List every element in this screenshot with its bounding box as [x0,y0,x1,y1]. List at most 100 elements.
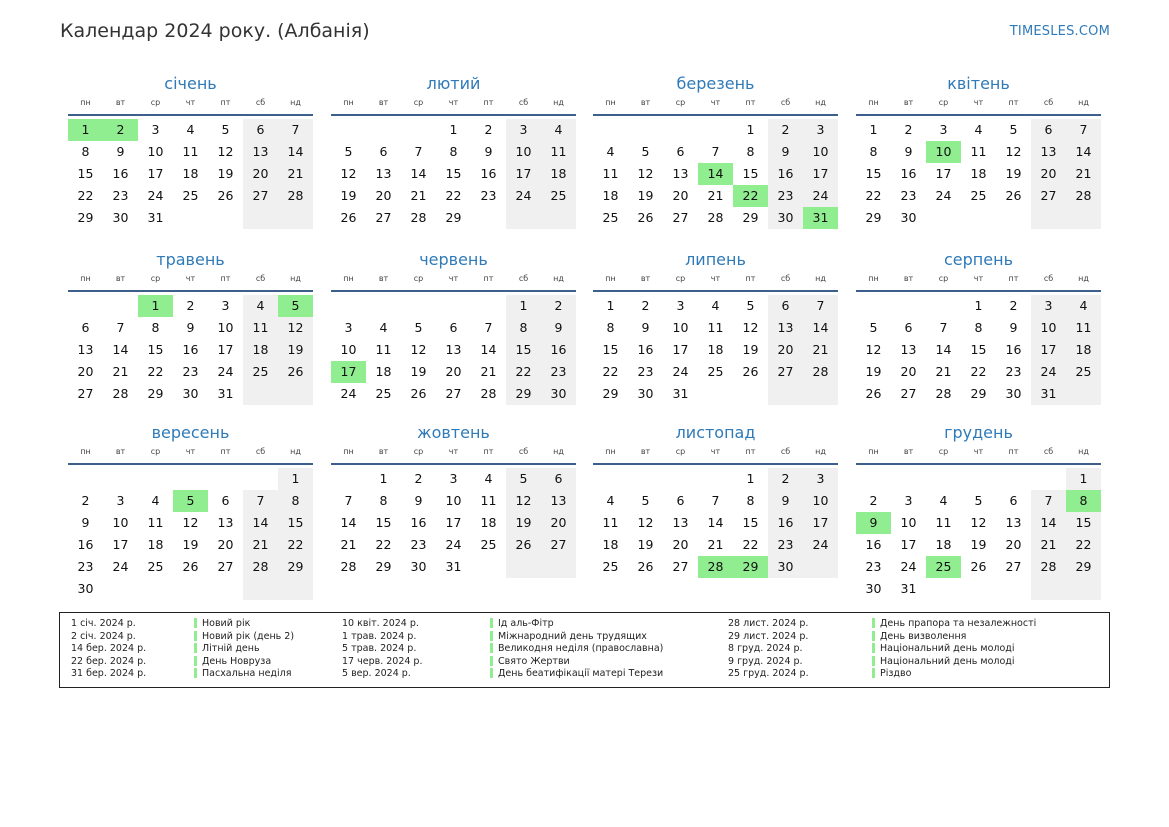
day-cell: 1 [606,298,615,313]
day-cell: 28 [803,361,838,383]
day-cell: 15 [147,342,164,357]
day-cell: 18 [243,339,278,361]
day-cell: 27 [243,185,278,207]
month-5: травень пн вт ср чт пт сб нд 1 2 3 4 5 6 7 8 9 10 11 12 13 14… [68,248,313,405]
empty-cell [103,578,138,600]
day-cell: 5 [869,320,878,335]
legend-marker-col-2 [490,618,493,680]
empty-cell [593,468,628,490]
weekday-label: чт [448,447,459,456]
weekday-label: чт [973,98,984,107]
day-cell: 19 [970,537,987,552]
day-cell: 1 [746,471,755,486]
weekday-label: пт [745,98,756,107]
weekday-label: пн [868,447,879,456]
month-11: листопад пн вт ср чт пт сб нд 1 2 3 4 5 6 7 8 9 10 11 12 13 1… [593,421,838,578]
day-cell: 30 [1005,386,1022,401]
day-cell: 2 [768,119,803,141]
day-cell: 5 [278,295,313,317]
day-cell: 20 [1031,163,1066,185]
day-cell: 27 [672,210,689,225]
day-cell: 4 [541,119,576,141]
day-cell: 12 [1005,144,1022,159]
day-cell: 6 [449,320,458,335]
day-cell: 26 [637,210,654,225]
empty-cell [541,207,576,229]
legend-holiday-name: День визволення [880,630,967,642]
day-cell: 20 [217,537,234,552]
day-cell: 24 [1031,361,1066,383]
day-cell: 11 [935,515,952,530]
weekday-label: чт [710,274,721,283]
day-cell: 4 [379,320,388,335]
empty-cell [698,468,733,490]
day-cell: 3 [803,468,838,490]
day-cell: 10 [1031,317,1066,339]
brand-link[interactable]: TIMESLES.COM [1009,24,1110,39]
day-cell: 28 [707,210,724,225]
day-cell: 10 [506,141,541,163]
day-cell: 12 [506,490,541,512]
day-cell: 4 [186,122,195,137]
day-cell: 26 [970,559,987,574]
empty-cell [278,207,313,229]
empty-cell [506,207,541,229]
day-cell: 13 [77,342,94,357]
day-cell: 31 [217,386,234,401]
weekday-label: пт [1008,274,1019,283]
day-cell: 1 [138,295,173,317]
weekday-label: сб [255,98,266,107]
day-cell: 20 [445,364,462,379]
day-cell: 8 [81,144,90,159]
day-cell: 8 [746,493,755,508]
day-grid: 1 2 3 4 5 6 7 8 9 10 11 12 13 14 15 16 17 18 19 20 21 22 23 24 2… [593,468,838,578]
day-cell: 26 [217,188,234,203]
weekday-label: ср [413,98,424,107]
day-cell: 9 [541,317,576,339]
day-cell: 15 [970,342,987,357]
month-8: серпень пн вт ср чт пт сб нд 1 2 3 4 5 6 7 8 9 10 11 12 13 14… [856,248,1101,405]
day-cell: 20 [541,512,576,534]
day-cell: 2 [541,295,576,317]
day-cell: 11 [1066,317,1101,339]
month-1: січень пн вт ср чт пт сб нд 1 2 3 4 5 6 7 8 9 10 11 12 13 14 1… [68,72,313,229]
empty-cell [208,578,243,600]
weekday-label: сб [1043,447,1054,456]
weekday-label: нд [1078,98,1089,107]
day-cell: 3 [151,122,160,137]
empty-cell [471,295,506,317]
legend-date: 1 трав. 2024 р. [342,630,417,642]
empty-cell [768,383,803,405]
day-cell: 18 [147,537,164,552]
day-cell: 5 [221,122,230,137]
day-cell: 17 [331,361,366,383]
day-cell: 25 [243,361,278,383]
day-cell: 25 [480,537,497,552]
legend-date: 31 бер. 2024 р. [71,668,147,679]
day-cell: 24 [445,537,462,552]
day-cell: 4 [606,493,615,508]
day-cell: 6 [81,320,90,335]
weekday-label: ср [675,98,686,107]
weekday-label: чт [185,274,196,283]
weekday-label: пт [220,98,231,107]
day-cell: 31 [803,207,838,229]
day-cell: 25 [707,364,724,379]
day-cell: 4 [974,122,983,137]
month-name: серпень [944,250,1013,269]
month-7: липень пн вт ср чт пт сб нд 1 2 3 4 5 6 7 8 9 10 11 12 13 14 1… [593,248,838,405]
day-cell: 5 [173,490,208,512]
empty-cell [856,295,891,317]
weekday-label: чт [710,447,721,456]
day-cell: 14 [243,512,278,534]
day-cell: 9 [414,493,423,508]
weekday-label: сб [518,274,529,283]
weekday-header: пн вт ср чт пт сб нд [68,445,313,465]
day-cell: 13 [445,342,462,357]
day-cell: 12 [970,515,987,530]
month-3: березень пн вт ср чт пт сб нд 1 2 3 4 5 6 7 8 9 10 11 12 13 1… [593,72,838,229]
legend-names-col-2: Ід аль-Фітр Міжнародний день трудящих Вели… [498,618,663,681]
day-cell: 27 [445,386,462,401]
weekday-label: чт [973,274,984,283]
day-cell: 1 [68,119,103,141]
